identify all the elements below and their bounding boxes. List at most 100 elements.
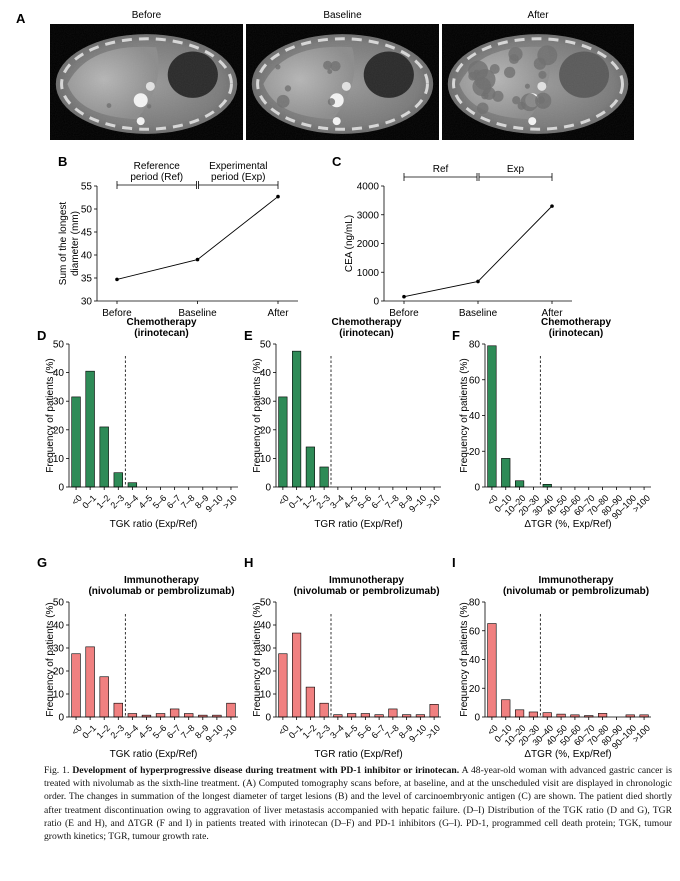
bar [292,350,302,488]
ct-texture [246,24,439,140]
y-tick-label: 0 [265,483,271,494]
bar [319,702,329,718]
y-axis-label: Frequency of patients (%) [252,358,263,473]
ct-texture [50,24,243,140]
bar [305,686,315,718]
bar [597,713,608,718]
y-tick-label: 3000 [357,210,380,221]
period-label: Experimental [209,161,267,172]
bar [71,396,81,488]
data-point [476,279,480,284]
bar [305,446,315,488]
x-tick-label: Baseline [178,308,217,319]
bar [292,632,302,718]
period-label: Exp [507,164,525,175]
ct-scan-label: Baseline [323,10,362,21]
y-axis-label-line: diameter (mm) [70,211,81,276]
panel-letter-e: E [244,328,253,343]
y-axis-label: Frequency of patients (%) [252,602,263,717]
bar [501,458,511,488]
panel-letter-d: D [37,328,46,343]
x-tick-label: After [541,308,563,319]
y-tick-label: 40 [469,655,481,666]
bar [556,713,566,718]
bar [155,713,166,718]
figure-caption: Fig. 1. Development of hyperprogressive … [44,764,672,843]
bar [514,709,525,718]
x-axis-label: ΔTGR (%, Exp/Ref) [524,519,611,530]
bar [542,484,552,488]
ct-scan-label: After [527,10,549,21]
chart-title: Chemotherapy [541,317,611,328]
bar [85,646,95,718]
x-tick-label: Before [389,308,419,319]
ct-scan-row: Before Baseline After [50,10,634,140]
chart-title: (nivolumab or pembrolizumab) [293,586,439,597]
chart-delta-tgr-immunotherapy: Immunotherapy(nivolumab or pembrolizumab… [459,575,652,760]
bar [169,708,180,718]
ct-scan-label: Before [132,10,162,21]
data-point [276,194,280,199]
bar [127,713,138,718]
bar [278,653,288,718]
y-tick-label: 60 [469,626,481,637]
y-tick-label: 30 [53,644,65,655]
y-tick-label: 1000 [357,268,380,279]
bar [99,426,109,488]
period-label: Ref [433,164,449,175]
y-axis-label: Sum of the longestdiameter (mm) [58,202,81,286]
y-tick-label: 30 [53,397,65,408]
data-line [116,196,279,280]
y-tick-label: 20 [469,684,481,695]
chart-tgk-ratio-immunotherapy: Immunotherapy(nivolumab or pembrolizumab… [45,575,239,760]
x-axis-label: TGK ratio (Exp/Ref) [110,519,198,530]
panel-letter-b: B [58,154,67,169]
y-tick-label: 40 [53,621,65,632]
x-tick-label: >10 [424,493,442,511]
figure: A Before Baseline After B 30 35 40 45 50 55 Befo… [16,10,652,760]
bar [388,708,398,718]
y-tick-label: 2000 [357,239,380,250]
chart-title: Chemotherapy [331,317,401,328]
y-tick-label: 0 [58,713,64,724]
x-tick-label: Baseline [459,308,498,319]
panel-letter-f: F [452,328,460,343]
y-axis-label: Frequency of patients (%) [45,602,56,717]
chart-cea-level: 0 1000 2000 3000 4000 Before Baseline After CEA … [344,164,572,319]
y-tick-label: 0 [474,483,480,494]
bar [71,653,81,718]
y-tick-label: 20 [53,425,65,436]
x-axis-label: TGR ratio (Exp/Ref) [314,749,402,760]
data-point [115,277,119,282]
x-tick-label: After [267,308,289,319]
bar [487,623,497,718]
chart-tgk-ratio-chemotherapy: Chemotherapy(irinotecan)01020304050<00–1… [45,317,239,530]
y-axis-label-line: Sum of the longest [58,202,69,286]
caption-figure-label: Fig. 1. [44,765,70,776]
chart-title: (irinotecan) [134,328,188,339]
y-tick-label: 0 [474,713,480,724]
x-axis-label: TGK ratio (Exp/Ref) [110,749,198,760]
chart-title: (irinotecan) [339,328,393,339]
bar [487,345,497,488]
y-axis-label-line: CEA (ng/mL) [344,215,355,272]
bar [184,713,194,718]
y-tick-label: 0 [373,297,379,308]
y-tick-label: 10 [53,690,65,701]
bar [319,466,329,488]
y-tick-label: 30 [260,644,272,655]
ct-texture [442,24,634,140]
y-tick-label: 20 [260,425,272,436]
y-tick-label: 50 [260,340,272,351]
y-tick-label: 10 [53,454,65,465]
ct-scan-image [50,24,243,140]
period-label: period (Ref) [130,172,183,183]
period-label: Reference [134,161,181,172]
y-tick-label: 20 [53,667,65,678]
y-tick-label: 30 [260,397,272,408]
y-tick-label: 45 [81,228,93,239]
panel-letter-a: A [16,11,26,26]
bar [360,713,370,718]
ct-scan-image [246,24,439,140]
y-tick-label: 40 [53,368,65,379]
